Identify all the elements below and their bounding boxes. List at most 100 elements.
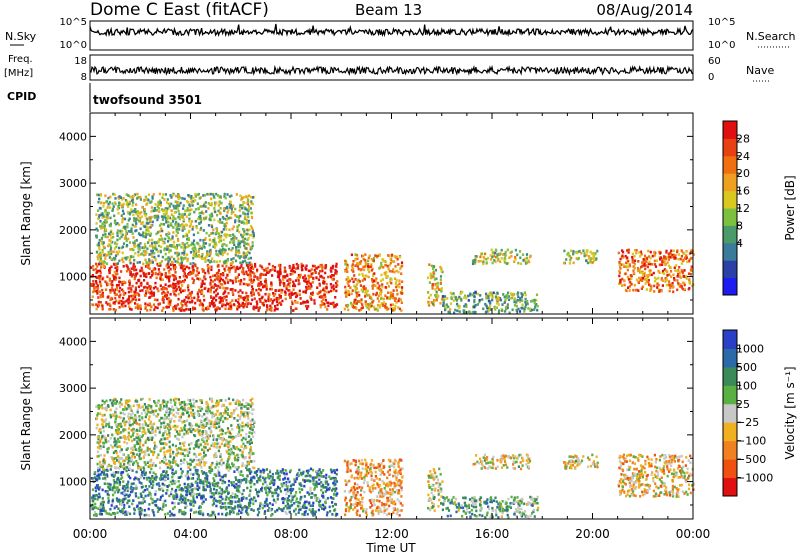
range-cell: [106, 235, 109, 239]
range-cell: [139, 269, 142, 272]
range-cell: [375, 307, 378, 311]
range-cell: [246, 242, 249, 246]
range-cell: [692, 253, 695, 256]
range-cell: [201, 302, 204, 306]
range-cell: [234, 219, 237, 222]
range-cell: [109, 246, 113, 250]
range-cell: [192, 504, 195, 507]
range-cell: [222, 228, 225, 231]
range-cell: [245, 264, 249, 267]
range-cell: [248, 206, 251, 210]
range-cell: [279, 265, 282, 269]
range-cell: [214, 242, 217, 245]
range-cell: [129, 257, 132, 260]
range-cell: [223, 242, 226, 246]
range-cell: [300, 505, 303, 509]
range-cell: [121, 198, 124, 201]
range-cell: [589, 250, 592, 254]
range-cell: [354, 258, 357, 262]
range-cell: [139, 492, 142, 496]
range-cell: [477, 259, 480, 263]
range-cell: [331, 267, 334, 270]
range-cell: [519, 297, 522, 300]
range-cell: [143, 473, 146, 476]
range-cell: [193, 492, 196, 496]
range-cell: [229, 206, 232, 209]
range-cell: [115, 488, 118, 492]
range-cell: [664, 257, 667, 261]
range-cell: [436, 286, 439, 289]
range-cell: [324, 500, 327, 504]
range-cell: [209, 288, 212, 292]
range-cell: [121, 503, 124, 507]
range-cell: [504, 298, 507, 302]
range-cell: [191, 489, 194, 492]
range-cell: [635, 249, 638, 252]
range-cell: [199, 215, 202, 218]
range-cell: [205, 210, 208, 213]
range-cell: [145, 275, 148, 278]
range-cell: [246, 228, 249, 232]
range-cell: [176, 495, 179, 499]
range-cell: [126, 265, 129, 269]
range-cell: [98, 486, 101, 489]
range-cell: [109, 468, 112, 471]
range-cell: [504, 254, 507, 257]
range-cell: [120, 235, 123, 239]
range-cell: [330, 470, 333, 474]
range-cell: [131, 210, 134, 213]
range-cell: [97, 473, 100, 476]
range-cell: [224, 248, 227, 252]
range-cell: [91, 496, 94, 499]
range-cell: [359, 284, 362, 287]
range-cell: [367, 259, 370, 263]
range-cell: [226, 218, 229, 221]
range-cell: [239, 473, 242, 476]
range-cell: [316, 482, 319, 486]
range-cell: [268, 470, 272, 474]
range-cell: [242, 298, 246, 302]
range-cell: [182, 219, 185, 223]
range-cell: [222, 292, 225, 295]
range-cell: [285, 472, 288, 476]
range-cell: [102, 214, 105, 217]
range-cell: [257, 511, 261, 514]
range-cell: [139, 307, 142, 311]
range-cell: [133, 508, 136, 512]
range-cell: [120, 510, 123, 513]
range-cell: [219, 218, 222, 221]
range-cell: [175, 224, 178, 227]
range-cell: [368, 296, 372, 299]
range-cell: [435, 298, 438, 302]
range-cell: [147, 264, 150, 267]
range-cell: [678, 275, 681, 279]
range-cell: [242, 489, 245, 492]
range-cell: [399, 267, 402, 270]
range-cell: [345, 278, 348, 281]
range-cell: [223, 248, 226, 251]
range-cell: [233, 240, 236, 244]
range-cell: [153, 513, 156, 517]
range-cell: [124, 281, 127, 284]
range-cell: [217, 232, 220, 236]
range-cell: [95, 307, 98, 311]
range-cell: [667, 264, 671, 268]
range-cell: [166, 234, 169, 237]
range-cell: [229, 200, 232, 204]
range-cell: [100, 227, 103, 230]
range-cell: [107, 250, 110, 254]
range-cell: [678, 285, 681, 288]
range-cell: [129, 273, 132, 276]
range-cell: [174, 294, 177, 297]
range-cell: [326, 488, 329, 492]
range-cell: [183, 275, 186, 278]
range-cell: [183, 227, 186, 231]
range-cell: [180, 299, 184, 303]
range-cell: [371, 301, 374, 304]
range-cell: [334, 502, 337, 506]
range-cell: [219, 505, 222, 509]
range-cell: [112, 308, 115, 311]
range-cell: [642, 260, 645, 263]
range-cell: [260, 488, 263, 491]
